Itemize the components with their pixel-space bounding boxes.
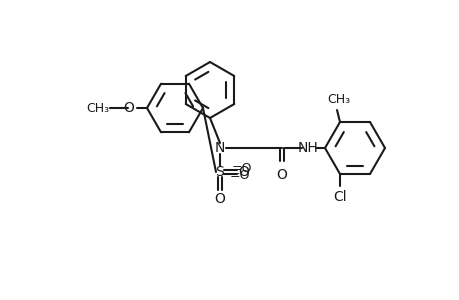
Text: =O: =O bbox=[231, 161, 252, 175]
Text: =O: =O bbox=[230, 169, 250, 182]
Text: CH₃: CH₃ bbox=[86, 101, 109, 115]
Text: N: N bbox=[214, 141, 225, 155]
Text: NH: NH bbox=[297, 141, 318, 155]
Text: O: O bbox=[123, 101, 134, 115]
Text: O: O bbox=[238, 165, 249, 179]
Text: CH₃: CH₃ bbox=[327, 93, 350, 106]
Text: O: O bbox=[214, 192, 225, 206]
Text: O: O bbox=[276, 168, 287, 182]
Text: S: S bbox=[215, 165, 224, 179]
Text: Cl: Cl bbox=[332, 190, 346, 204]
